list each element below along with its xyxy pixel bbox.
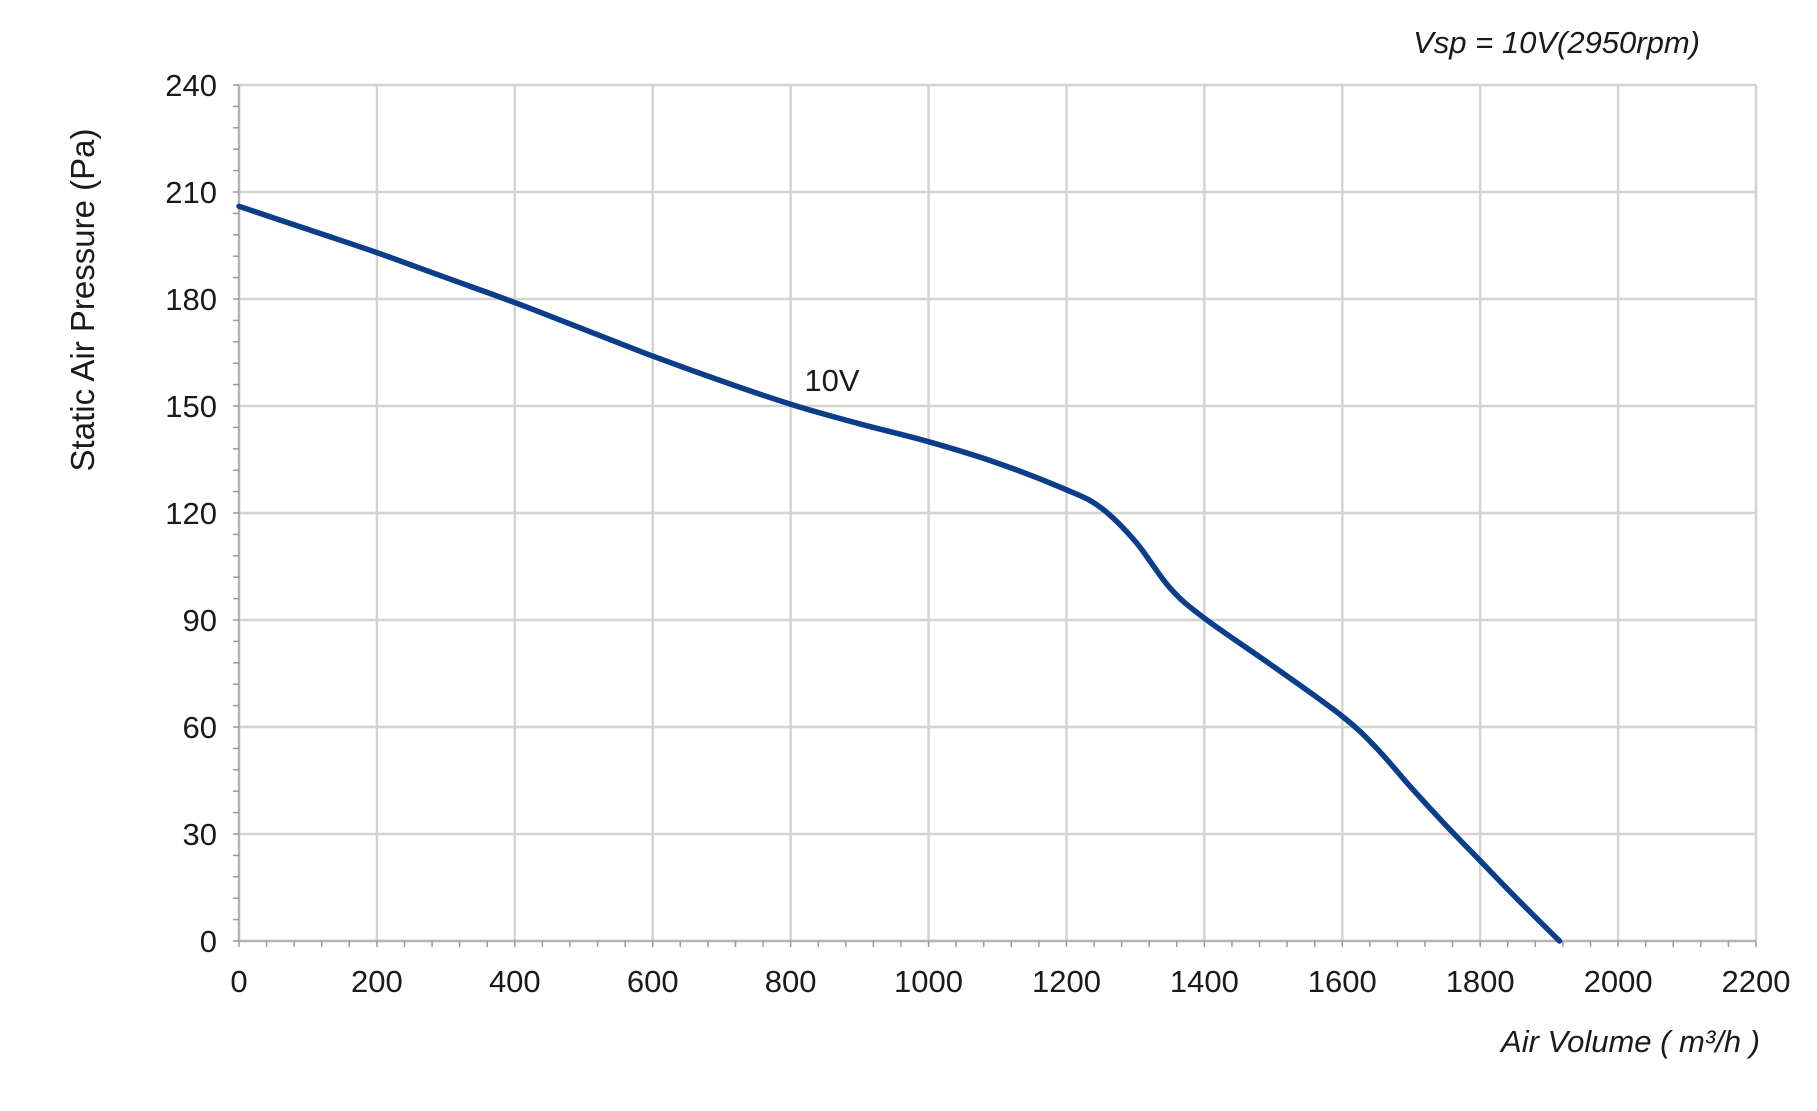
x-tick-label: 800 <box>765 964 817 999</box>
x-axis-title: Air Volume ( m³/h ) <box>1499 1024 1760 1059</box>
y-tick-label: 120 <box>165 496 217 531</box>
series-line-10v <box>236 203 1563 944</box>
x-tick-label: 1800 <box>1446 964 1515 999</box>
x-tick-label: 1000 <box>894 964 963 999</box>
axes <box>233 84 1757 947</box>
y-tick-label: 240 <box>165 68 217 103</box>
y-axis-title: Static Air Pressure (Pa) <box>64 129 101 472</box>
tick-labels: 0 200 400 600 800 1000 1200 1400 1600 1800 2000 220… <box>165 68 1790 999</box>
x-tick-label: 1600 <box>1308 964 1377 999</box>
y-tick-label: 30 <box>183 817 217 852</box>
grid-lines <box>239 83 1758 941</box>
y-tick-label: 0 <box>200 924 217 959</box>
y-tick-label: 150 <box>165 389 217 424</box>
x-tick-label: 2200 <box>1722 964 1791 999</box>
y-tick-label: 60 <box>183 710 217 745</box>
y-tick-label: 90 <box>183 603 217 638</box>
x-tick-label: 600 <box>627 964 679 999</box>
x-tick-label: 400 <box>489 964 541 999</box>
x-tick-label: 1400 <box>1170 964 1239 999</box>
series-layer <box>236 203 1563 944</box>
series-label-10v: 10V <box>804 363 859 398</box>
x-tick-label: 0 <box>230 964 247 999</box>
x-tick-label: 1200 <box>1032 964 1101 999</box>
y-tick-label: 180 <box>165 282 217 317</box>
x-tick-label: 200 <box>351 964 403 999</box>
y-tick-label: 210 <box>165 175 217 210</box>
x-tick-label: 2000 <box>1584 964 1653 999</box>
corner-annotation: Vsp = 10V(2950rpm) <box>1413 25 1700 60</box>
